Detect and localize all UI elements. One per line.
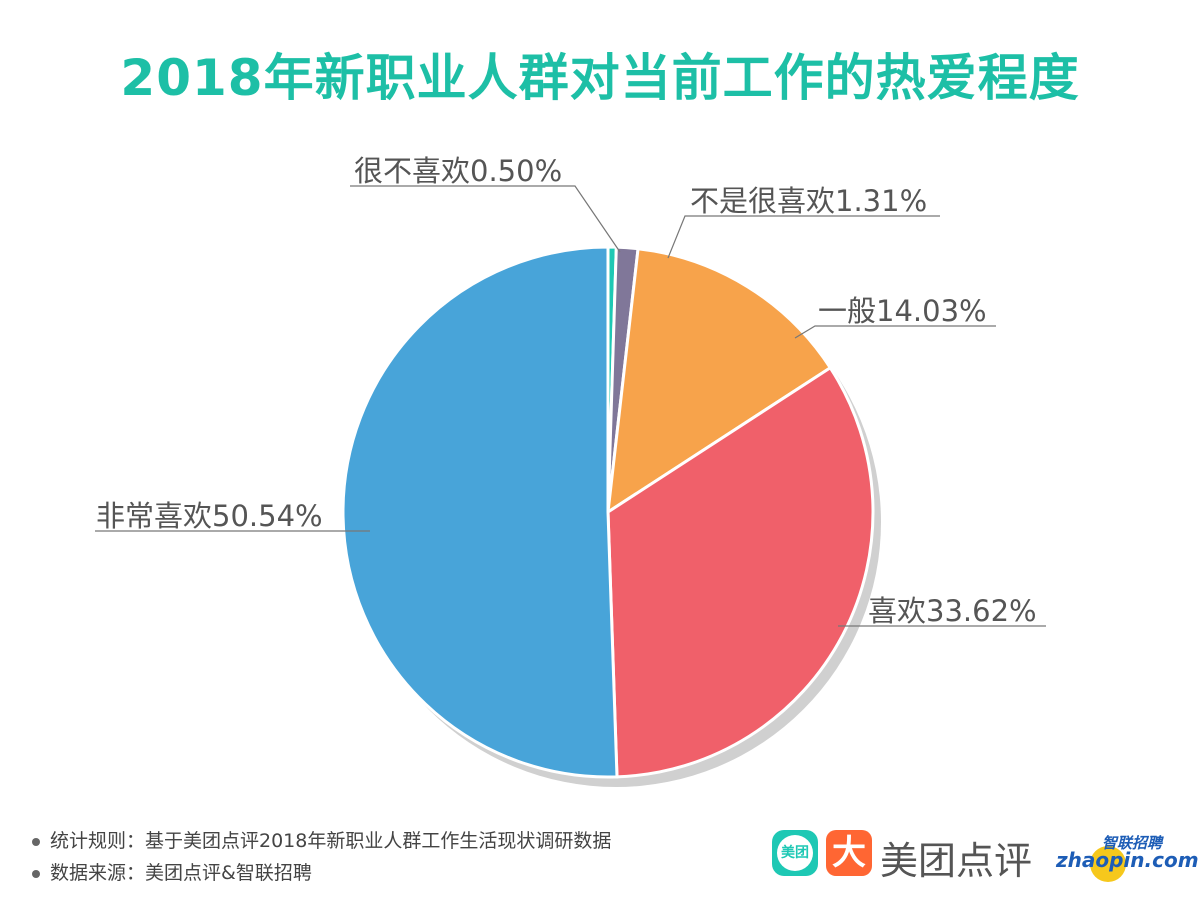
slice-label-2: 一般14.03%	[818, 294, 987, 328]
zhaopin-sun-icon	[1090, 846, 1126, 882]
leader-line-1	[667, 215, 940, 259]
footer-source: 数据来源：美团点评&智联招聘	[32, 858, 312, 885]
footer-rule-text: 统计规则：基于美团点评2018年新职业人群工作生活现状调研数据	[50, 830, 612, 852]
leader-line-2	[794, 325, 996, 339]
pie-slice-4	[341, 245, 619, 779]
slice-label-4: 非常喜欢50.54%	[96, 499, 323, 533]
zhaopin-en-text: zhaopin.com	[1056, 848, 1199, 872]
footer-rule: 统计规则：基于美团点评2018年新职业人群工作生活现状调研数据	[32, 826, 611, 853]
leader-line-0	[350, 185, 621, 253]
pie-slice-3	[606, 365, 875, 779]
slice-label-1: 不是很喜欢1.31%	[690, 184, 928, 218]
footer-source-text: 数据来源：美团点评&智联招聘	[50, 862, 312, 884]
slice-label-0: 很不喜欢0.50%	[354, 154, 563, 188]
meituan-dianping-wordmark: 美团点评	[880, 839, 1033, 883]
slice-label-3: 喜欢33.62%	[868, 594, 1037, 628]
zhaopin-logo: 智联招聘 zhaopin.com	[1050, 832, 1199, 882]
chart-title: 2018年新职业人群对当前工作的热爱程度	[120, 49, 1080, 107]
pie-slice-2	[606, 247, 833, 515]
leader-lines	[95, 185, 1046, 627]
bullet-icon	[32, 837, 40, 846]
bullet-icon	[32, 869, 40, 878]
dianping-logo: 大	[826, 830, 872, 876]
meituan-logo-text: 美团	[777, 835, 813, 871]
meituan-logo: 美团	[772, 830, 818, 876]
zhaopin-cn-text: 智联招聘	[1102, 834, 1163, 852]
